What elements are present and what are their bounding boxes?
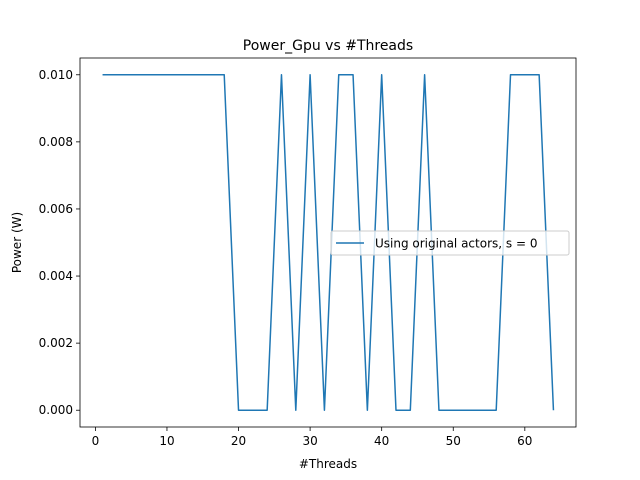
legend: Using original actors, s = 0	[330, 230, 570, 256]
y-tick-label: 0.002	[39, 336, 73, 350]
x-axis-ticks: 0 10 20 30 40 50 60	[92, 427, 532, 448]
x-tick-label: 40	[374, 434, 389, 448]
y-tick-label: 0.008	[39, 135, 73, 149]
y-axis-label: Power (W)	[10, 212, 24, 273]
y-axis-ticks: 0.000 0.002 0.004 0.006 0.008 0.010	[39, 68, 80, 417]
x-axis-label: #Threads	[299, 457, 357, 471]
x-tick-label: 60	[517, 434, 532, 448]
chart-title: Power_Gpu vs #Threads	[243, 38, 413, 54]
series-layer	[102, 74, 555, 411]
y-tick-label: 0.004	[39, 269, 73, 283]
series-line-0	[102, 74, 555, 411]
x-tick-label: 10	[159, 434, 174, 448]
legend-entry-label: Using original actors, s = 0	[375, 237, 537, 251]
x-tick-label: 30	[302, 434, 317, 448]
y-tick-label: 0.010	[39, 68, 73, 82]
y-tick-label: 0.006	[39, 202, 73, 216]
y-tick-label: 0.000	[39, 403, 73, 417]
x-tick-label: 20	[231, 434, 246, 448]
legend-box	[330, 230, 570, 256]
x-tick-label: 50	[446, 434, 461, 448]
plot-frame	[79, 57, 577, 428]
x-tick-label: 0	[92, 434, 100, 448]
